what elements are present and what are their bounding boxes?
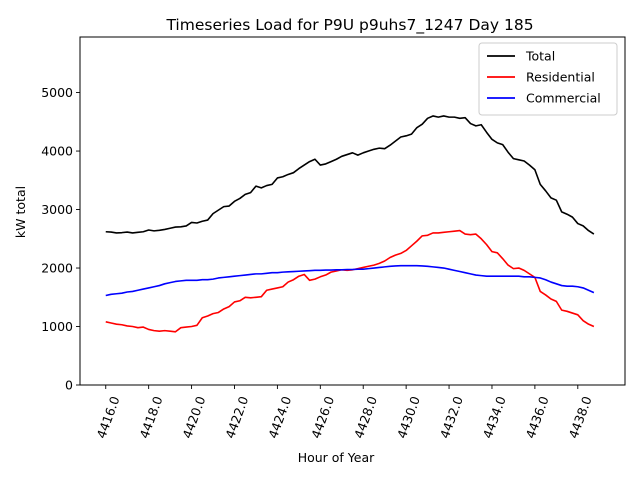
x-tick-label: 4438.0 (566, 394, 595, 440)
x-tick-label: 4422.0 (222, 394, 251, 440)
x-tick-label: 4434.0 (480, 394, 509, 440)
legend-box (478, 42, 618, 116)
x-axis-label: Hour of Year (298, 450, 375, 465)
y-axis-label: kW total (13, 186, 28, 238)
legend-label-total: Total (525, 49, 555, 64)
y-tick-label: 4000 (41, 144, 73, 159)
x-tick-label: 4436.0 (523, 394, 552, 440)
series-group (105, 115, 595, 333)
y-tick-label: 2000 (41, 261, 73, 276)
x-tick-label: 4430.0 (394, 394, 423, 440)
x-tick-label: 4432.0 (437, 394, 466, 440)
axes-frame (79, 36, 626, 386)
x-tick-label: 4416.0 (94, 394, 123, 440)
legend-label-residential: Residential (526, 70, 595, 85)
y-tick-label: 1000 (41, 319, 73, 334)
x-tick-label: 4420.0 (179, 394, 208, 440)
x-tick-label: 4418.0 (136, 394, 165, 440)
legend: Total Residential Commercial (478, 42, 618, 116)
x-tick-label: 4428.0 (351, 394, 380, 440)
y-tick-label: 5000 (41, 85, 73, 100)
legend-label-commercial: Commercial (526, 91, 601, 106)
x-tick-label: 4426.0 (308, 394, 337, 440)
series-line-total (105, 115, 595, 235)
y-tick-label: 3000 (41, 202, 73, 217)
chart-title: Timeseries Load for P9U p9uhs7_1247 Day … (165, 16, 533, 35)
x-tick-label: 4424.0 (265, 394, 294, 440)
y-axis-ticks: 0 1000 2000 3000 4000 5000 (41, 85, 80, 393)
x-axis-ticks: 4416.0 4418.0 4420.0 4422.0 4424.0 4426.0 4428… (94, 385, 595, 440)
y-tick-label: 0 (65, 378, 73, 393)
series-line-commercial (105, 264, 595, 297)
